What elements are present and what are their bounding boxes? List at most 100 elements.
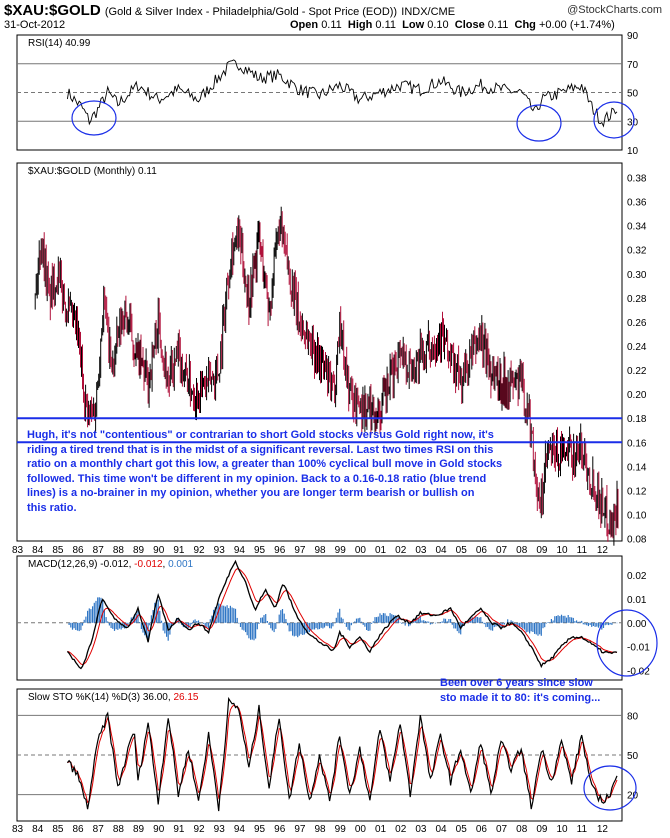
price-tick-label: 0.26 [627,318,647,329]
price-tick-label: 0.10 [627,511,647,522]
macd-legend-signal: -0.012 [134,559,163,570]
rsi-line [66,59,618,128]
sto-legend-d: 26.15 [173,692,198,703]
x-axis-label: 94 [234,824,246,835]
price-tick-label: 0.22 [627,366,647,377]
rsi-circle-2008 [516,104,562,142]
high-label: High [347,19,373,31]
sto-tick-label: 80 [627,711,639,722]
rsi-circle-1986 [71,100,117,136]
quote-line: Open 0.11 High 0.11 Low 0.10 Close 0.11 … [290,19,615,31]
price-tick-label: 0.38 [627,173,647,184]
x-axis-label: 93 [214,824,226,835]
exchange: INDX/CME [401,6,456,18]
sto-k-line [66,696,618,812]
note-line: riding a tired trend that is in the mids… [27,443,494,456]
x-axis-label: 12 [597,545,609,556]
price-tick-label: 0.08 [627,535,647,546]
x-axis-label: 03 [415,824,427,835]
macd-tick-label: -0.01 [627,643,650,654]
x-axis-label: 83 [12,545,24,556]
x-axis-label: 09 [536,824,548,835]
x-axis-label: 07 [496,545,508,556]
sto-circle-2012 [583,765,637,811]
x-axis-label: 08 [516,824,528,835]
x-axis-label: 92 [194,545,206,556]
x-axis-label: 88 [113,824,125,835]
sto-legend-k: Slow STO %K(14) %D(3) 36.00 [28,692,168,703]
x-axis-label: 90 [153,545,165,556]
price-tick-label: 0.14 [627,462,647,473]
sto-tick-label: 20 [627,791,639,802]
symbol: $XAU:$GOLD [4,2,101,19]
x-axis-label: 95 [254,545,266,556]
x-axis-label: 85 [52,545,64,556]
macd-tick-label: 0.01 [627,595,647,606]
sto-note-line: sto made it to 80: it's coming... [440,691,601,704]
x-axis-label: 85 [52,824,64,835]
macd-tick-label: 0.00 [627,619,647,630]
x-axis-label: 97 [294,824,306,835]
x-axis-label: 10 [557,824,569,835]
rsi-tick-label: 70 [627,60,639,71]
x-axis-label: 91 [173,545,185,556]
x-axis-label: 07 [496,824,508,835]
price-tick-label: 0.32 [627,246,647,257]
price-tick-label: 0.16 [627,438,647,449]
low-value: 0.10 [427,19,449,31]
note-line: lines) is a no-brainer in my opinion, wh… [27,487,475,499]
x-axis-label: 99 [335,545,347,556]
macd-panel [16,555,623,681]
x-axis-label: 86 [73,545,85,556]
x-axis-label: 06 [476,824,488,835]
macd-circle-2012 [596,609,658,677]
note-line: followed. This time won't be different i… [27,472,487,485]
sto-note-line: Been over 6 years since slow [440,677,593,689]
price-tick-label: 0.34 [627,222,647,233]
x-axis-label: 98 [315,824,327,835]
rsi-tick-label: 50 [627,89,639,100]
rsi-circle-2012 [593,101,635,139]
macd-tick-label: -0.02 [627,666,650,677]
x-axis-label: 08 [516,545,528,556]
rsi-tick-label: 10 [627,146,639,157]
x-axis-label: 02 [395,545,407,556]
x-axis-label: 05 [456,545,468,556]
x-axis-label: 09 [536,545,548,556]
x-axis-label: 12 [597,824,609,835]
close-label: Close [454,19,485,31]
price-tick-label: 0.30 [627,270,647,281]
sto-tick-label: 50 [627,751,639,762]
x-axis-label: 99 [335,824,347,835]
x-axis-label: 93 [214,545,226,556]
x-axis-label: 96 [274,545,286,556]
x-axis-label: 04 [436,545,448,556]
chart-date: 31-Oct-2012 [4,19,66,31]
x-axis-label: 95 [254,824,266,835]
open-value: 0.11 [321,19,342,31]
x-axis-label: 91 [173,824,185,835]
rsi-label: RSI(14) 40.99 [28,38,91,49]
macd-tick-label: 0.02 [627,571,647,582]
x-axis-label: 97 [294,545,306,556]
x-axis-label: 92 [194,824,206,835]
x-axis-label: 05 [456,824,468,835]
x-axis-label: 86 [73,824,85,835]
x-axis-label: 89 [133,824,145,835]
high-value: 0.11 [375,19,397,31]
x-axis-label: 00 [355,545,367,556]
low-label: Low [402,19,425,31]
x-axis-label: 84 [32,545,44,556]
macd-line [66,559,618,670]
x-axis-label: 87 [93,824,105,835]
x-axis-label: 83 [12,824,24,835]
sto-label: Slow STO %K(14) %D(3) 36.00, 26.15 [28,692,199,703]
x-axis-label: 84 [32,824,44,835]
x-axis-label: 00 [355,824,367,835]
note-line: Hugh, it's not "contentious" or contrari… [27,429,494,441]
price-panel [16,162,623,542]
x-axis-label: 04 [436,824,448,835]
x-axis-label: 89 [133,545,145,556]
open-label: Open [290,19,319,31]
close-value: 0.11 [487,19,509,31]
